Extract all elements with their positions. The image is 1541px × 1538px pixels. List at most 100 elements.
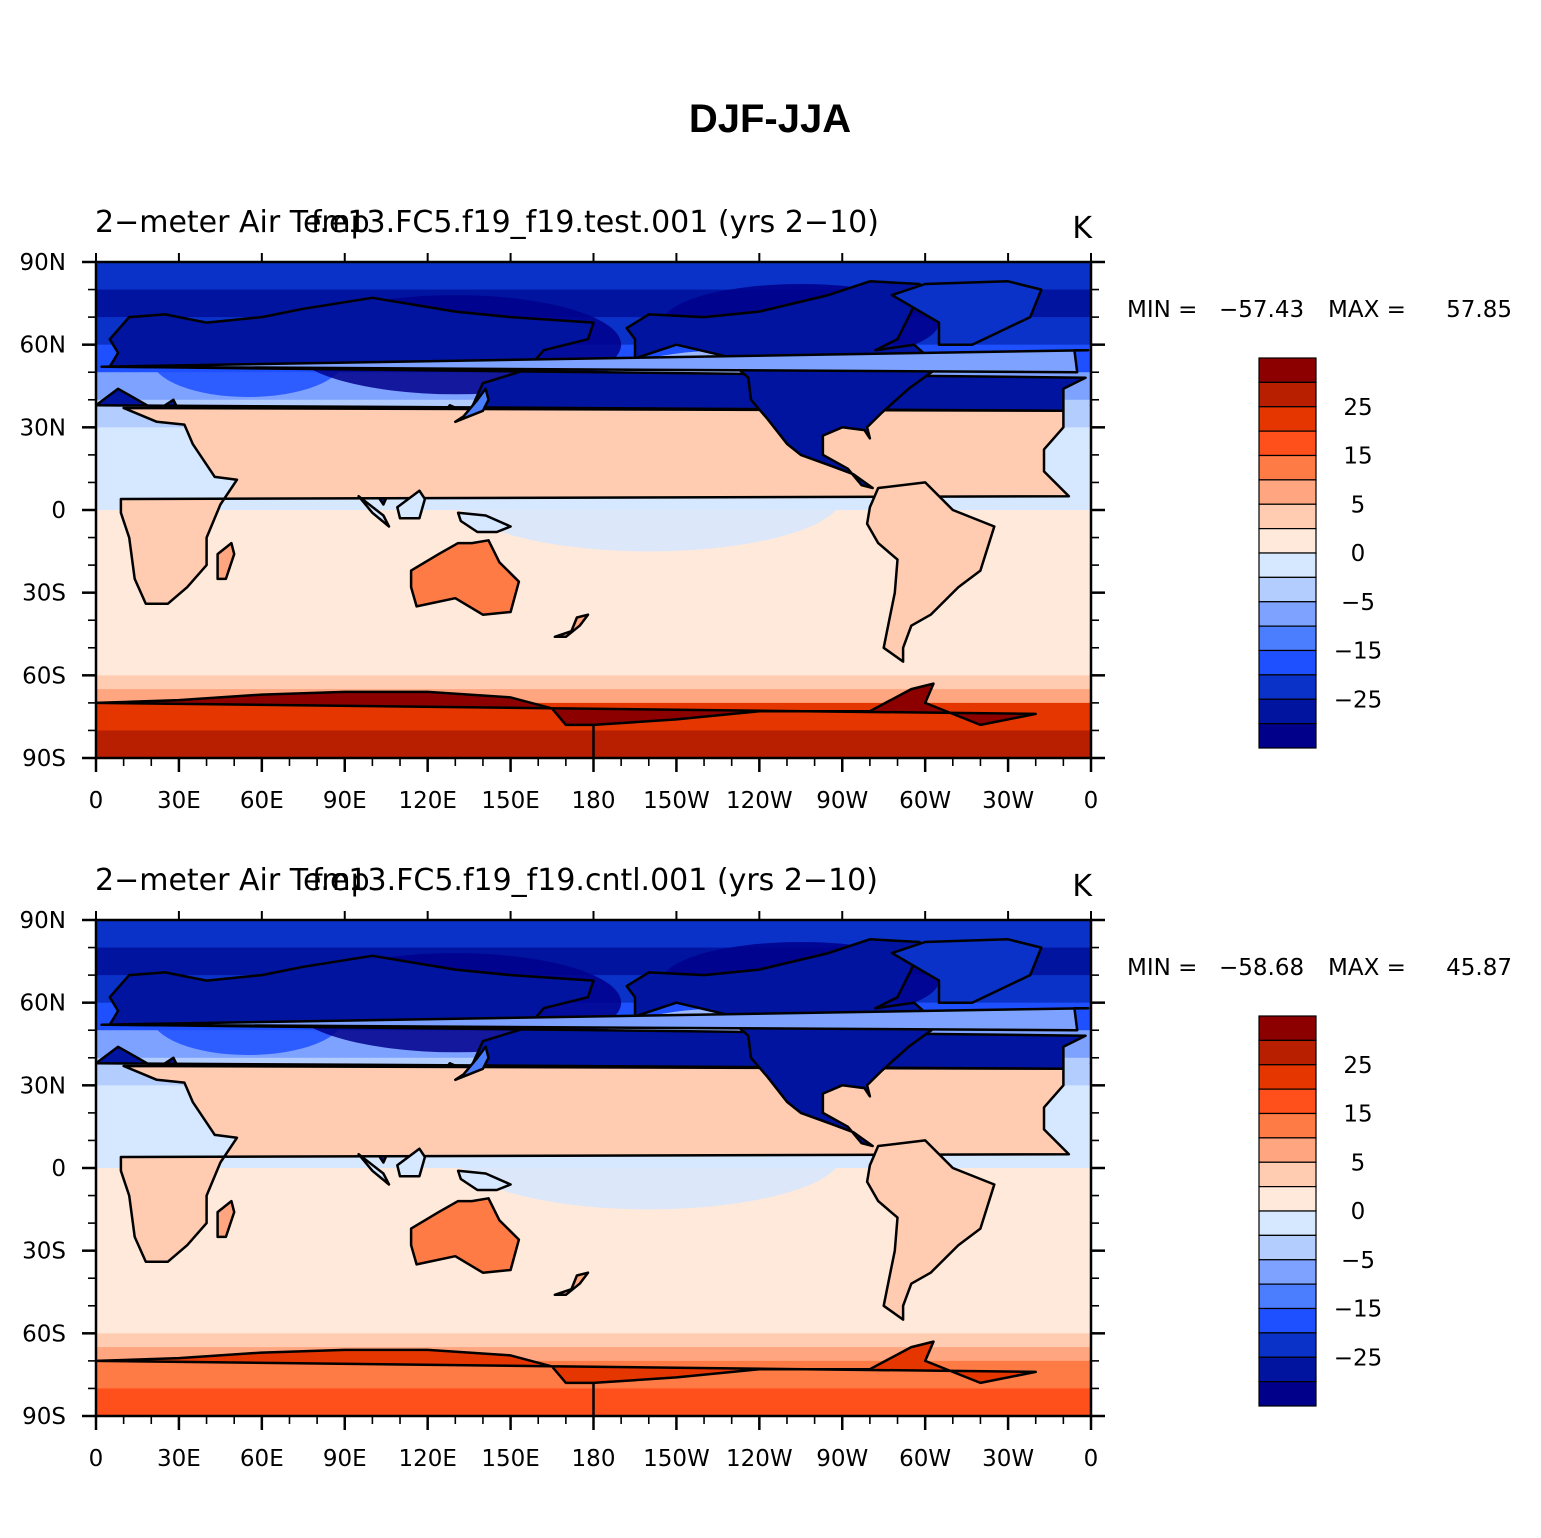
max-value: 57.85 xyxy=(1446,297,1512,323)
zonal-band xyxy=(96,675,1091,690)
colorbar-box xyxy=(1258,1283,1317,1310)
coastline-borneo xyxy=(1392,1149,1420,1177)
y-tick-label: 90N xyxy=(20,250,66,276)
coastline-eurasia xyxy=(0,956,91,1163)
x-tick-label: 30W xyxy=(982,1446,1034,1472)
colorbar-box xyxy=(1258,1088,1317,1115)
y-tick-label: 0 xyxy=(51,498,66,524)
x-tick-label: 180 xyxy=(572,788,616,814)
x-tick-label: 0 xyxy=(89,1446,104,1472)
coastline-japan xyxy=(454,1045,490,1082)
coastline-australia xyxy=(1406,540,1514,614)
y-tick-label: 60S xyxy=(22,1321,66,1347)
colorbar-box xyxy=(1258,698,1317,725)
colorbar-box xyxy=(1258,1015,1317,1041)
panel-test: 2−meter Air Temp f.e13.FC5.f19_f19.test.… xyxy=(0,205,1541,814)
map-axes: 0 30E 60E 90E 120E 150E 180 150W 120W 90W 60W 30W 09… xyxy=(20,250,1105,814)
x-tick-label: 180 xyxy=(572,1446,616,1472)
colorbar-label: −15 xyxy=(1334,639,1383,665)
x-tick-label: 60E xyxy=(240,1446,284,1472)
coastline-japan xyxy=(1450,389,1483,422)
colorbar: 25 15 5 0 −5 −15 −25 xyxy=(1258,1015,1383,1407)
coastline-africa xyxy=(1116,408,1541,604)
colorbar-box xyxy=(1258,503,1317,530)
x-tick-label: 0 xyxy=(1084,788,1099,814)
x-tick-label: 0 xyxy=(89,788,104,814)
colorbar-label: 5 xyxy=(1351,1150,1366,1176)
coastline-antarctica xyxy=(96,682,1037,758)
left-string: 2−meter Air Temp xyxy=(95,863,370,898)
y-tick-label: 0 xyxy=(51,1156,66,1182)
coastline-nz xyxy=(553,613,590,639)
y-tick-label: 30N xyxy=(20,415,66,441)
coastline-africa xyxy=(119,406,1071,605)
colorbar-label: 25 xyxy=(1343,395,1372,421)
coastline-sumatra xyxy=(357,494,391,528)
x-tick-label: 150W xyxy=(643,788,710,814)
colorbar-label: −25 xyxy=(1334,1345,1383,1371)
coastline-greenland xyxy=(890,280,1043,346)
y-tick-label: 60N xyxy=(20,333,66,359)
colorbar-box xyxy=(1258,1186,1317,1212)
colorbar: 25 15 5 0 −5 −15 −25 xyxy=(1258,357,1383,749)
colorbar-label: 25 xyxy=(1343,1053,1372,1079)
colorbar-box xyxy=(1258,1332,1317,1358)
y-tick-label: 90S xyxy=(22,746,66,772)
min-label: MIN = xyxy=(1127,955,1197,981)
x-tick-label: 90W xyxy=(816,1446,868,1472)
coastline-borneo xyxy=(396,489,427,520)
coastline-uk xyxy=(1097,1008,1541,1030)
x-tick-label: 30E xyxy=(157,788,201,814)
x-tick-label: 60E xyxy=(240,788,284,814)
center-string: f.e13.FC5.f19_f19.test.001 (yrs 2−10) xyxy=(311,205,879,240)
min-max-readout: MIN = −57.43 MAX = 57.85 xyxy=(1127,297,1512,323)
colorbar-box xyxy=(1258,625,1317,652)
x-tick-label: 120E xyxy=(398,1446,456,1472)
colorbar-label: 0 xyxy=(1351,1199,1366,1225)
panel-cntl: 2−meter Air Temp f.e13.FC5.f19_f19.cntl.… xyxy=(0,863,1541,1472)
colorbar-box xyxy=(1258,1356,1317,1383)
colorbar-box xyxy=(1258,1064,1317,1090)
colorbar-label: 15 xyxy=(1343,1102,1372,1128)
coastline-sumatra xyxy=(357,1152,391,1186)
colorbar-box xyxy=(1258,1234,1317,1261)
colorbar-box xyxy=(1258,1161,1317,1188)
colorbar-box xyxy=(1258,649,1317,676)
coastline-samerica xyxy=(865,481,996,663)
coastline-newguinea xyxy=(456,1169,512,1192)
max-value: 45.87 xyxy=(1446,955,1512,981)
x-tick-label: 90W xyxy=(816,788,868,814)
zonal-band xyxy=(96,1333,1091,1348)
center-string: f.e13.FC5.f19_f19.cntl.001 (yrs 2−10) xyxy=(312,863,878,898)
x-tick-label: 90E xyxy=(323,788,367,814)
coastline-borneo xyxy=(1392,491,1420,519)
coastline-japan xyxy=(454,387,490,424)
y-tick-label: 90N xyxy=(20,908,66,934)
left-string: 2−meter Air Temp xyxy=(95,205,370,240)
max-label: MAX = xyxy=(1328,297,1406,323)
units-label: K xyxy=(1072,869,1093,904)
colorbar-box xyxy=(1258,381,1317,408)
coastline-borneo xyxy=(396,1147,427,1178)
min-value: −58.68 xyxy=(1219,955,1304,981)
x-tick-label: 150E xyxy=(481,1446,539,1472)
colorbar-box xyxy=(1258,601,1317,627)
colorbar-box xyxy=(1258,1381,1317,1407)
x-tick-label: 30E xyxy=(157,1446,201,1472)
coastline-eurasia xyxy=(0,298,91,505)
colorbar-box xyxy=(1258,454,1317,481)
coastline-greenland xyxy=(890,938,1043,1004)
coastline-africa xyxy=(1116,1066,1541,1262)
x-tick-label: 60W xyxy=(899,1446,951,1472)
y-tick-label: 30S xyxy=(22,1239,66,1265)
y-tick-label: 90S xyxy=(22,1404,66,1430)
x-tick-label: 150W xyxy=(643,1446,710,1472)
coastline-nz xyxy=(553,1271,590,1297)
coastline-australia xyxy=(409,1197,521,1274)
x-tick-label: 120W xyxy=(726,788,793,814)
colorbar-box xyxy=(1258,1137,1317,1163)
colorbar-box xyxy=(1258,479,1317,505)
colorbar-box xyxy=(1258,357,1317,383)
colorbar-box xyxy=(1258,430,1317,457)
